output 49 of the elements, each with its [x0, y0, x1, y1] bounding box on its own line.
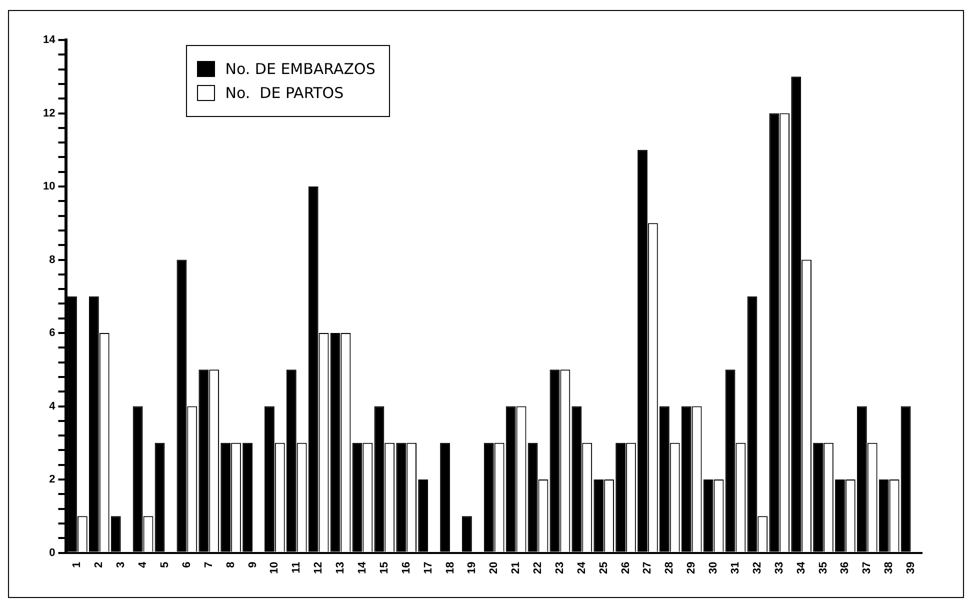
x-tick-label: 7: [202, 562, 215, 568]
x-tick-label: 4: [137, 560, 150, 568]
x-tick-label: 11: [290, 562, 303, 574]
y-tick-label: 14: [42, 34, 56, 46]
y-tick-label: 10: [42, 180, 56, 193]
x-tick-label: 5: [159, 562, 172, 568]
x-tick-label: 18: [444, 562, 456, 574]
y-tick-label: 0: [49, 546, 56, 559]
x-tick-label: 25: [598, 562, 610, 574]
x-tick-label: 22: [532, 562, 544, 574]
x-tick-label: 35: [817, 562, 830, 574]
y-tick-label: 4: [49, 400, 56, 412]
x-tick-label: 31: [730, 562, 742, 574]
x-tick-label: 21: [510, 562, 522, 574]
x-tick-label: 34: [795, 560, 808, 574]
y-tick-label: 12: [42, 107, 56, 120]
x-tick-label: 12: [312, 562, 325, 574]
x-tick-label: 20: [488, 562, 500, 574]
x-tick-label: 6: [180, 562, 193, 568]
x-tick-label: 38: [883, 562, 896, 574]
x-tick-label: 14: [356, 560, 368, 574]
x-tick-label: 17: [422, 562, 434, 574]
y-tick-label: 8: [49, 254, 56, 266]
x-tick-label: 28: [664, 562, 676, 574]
x-tick-label: 37: [861, 562, 874, 574]
x-tick-label: 19: [466, 562, 478, 574]
x-tick-label: 3: [115, 562, 128, 568]
x-tick-label: 33: [773, 562, 786, 574]
x-tick-label: 8: [224, 562, 237, 568]
x-tick-label: 27: [642, 562, 654, 574]
y-tick-label: 6: [49, 327, 56, 340]
x-tick-label: 1: [71, 562, 84, 568]
x-tick-label: 13: [334, 562, 347, 574]
y-tick-label: 2: [49, 474, 56, 486]
x-tick-label: 36: [839, 562, 852, 574]
x-tick-label: 9: [246, 562, 259, 568]
legend-label: No. DE PARTOS: [225, 84, 344, 102]
legend-label: No. DE EMBARAZOS: [225, 60, 376, 78]
x-tick-label: 15: [378, 562, 390, 574]
x-tick-label: 29: [686, 562, 698, 574]
x-tick-label: 30: [708, 562, 720, 574]
x-tick-label: 24: [576, 560, 588, 574]
x-tick-label: 2: [93, 562, 106, 568]
x-tick-label: 39: [905, 562, 918, 574]
x-tick-label: 10: [268, 562, 281, 574]
x-tick-label: 26: [620, 562, 632, 574]
x-tick-label: 16: [400, 562, 412, 574]
x-tick-label: 23: [554, 562, 566, 574]
x-tick-label: 32: [751, 562, 764, 574]
